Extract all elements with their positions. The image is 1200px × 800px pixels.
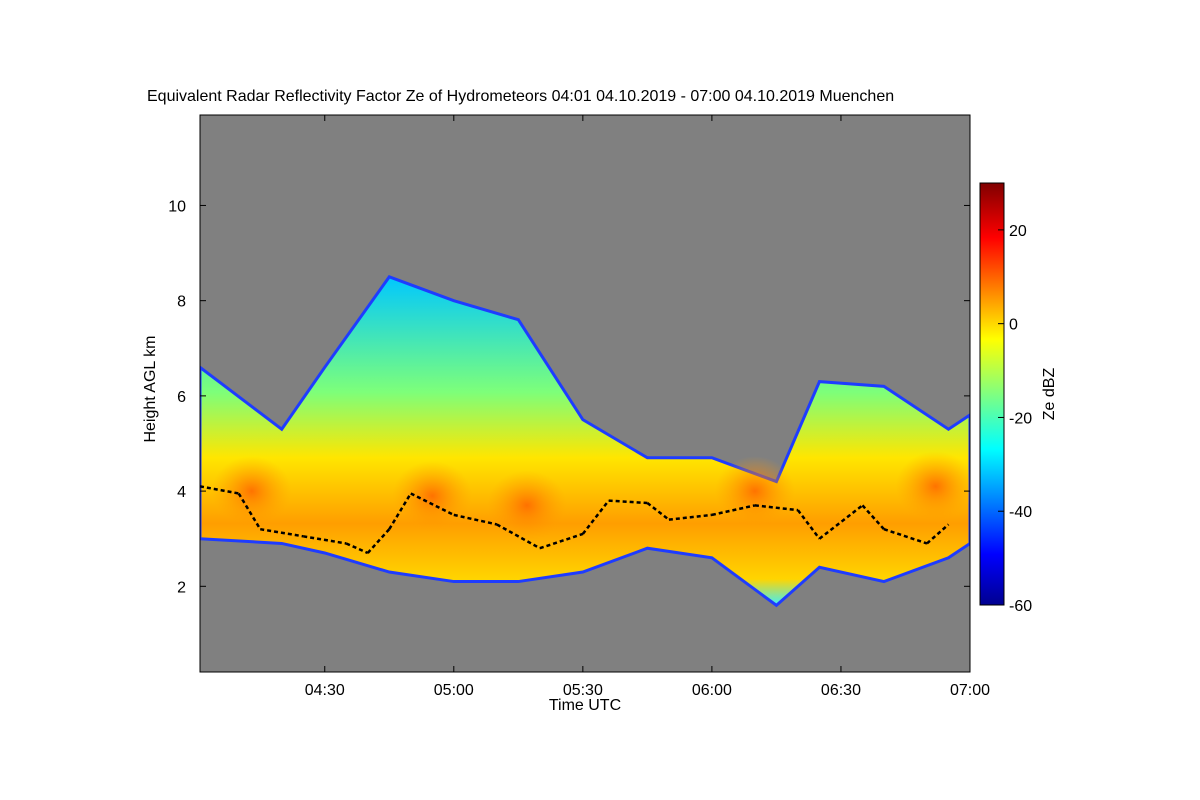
colorbar xyxy=(979,182,1005,606)
colorbar-axis: -60 -40 -20 0 20 xyxy=(998,223,1032,615)
melting-layer-segment xyxy=(861,504,885,531)
melting-layer-segment xyxy=(796,509,821,540)
y-tick-label: 10 xyxy=(168,198,186,215)
echo-core xyxy=(895,451,970,522)
colorbar-tick-label: 20 xyxy=(1009,223,1027,240)
colorbar-tick-label: 0 xyxy=(1009,317,1018,334)
echo-region xyxy=(200,275,970,608)
x-tick-label: 06:00 xyxy=(692,682,732,699)
melting-layer-segment xyxy=(711,504,756,517)
plot-frame xyxy=(199,114,971,673)
x-axis-label: Time UTC xyxy=(548,697,622,714)
colorbar-tick-label: -20 xyxy=(1009,410,1032,427)
x-axis: 04:30 05:00 05:30 06:00 06:30 07:00 xyxy=(305,115,990,699)
colorbar-tick-label: -60 xyxy=(1009,598,1032,615)
melting-layer-segment xyxy=(754,504,799,512)
echo-core xyxy=(392,460,473,531)
melting-layer-segment xyxy=(883,527,928,545)
melting-layer-segment xyxy=(366,528,391,554)
echo-core xyxy=(211,456,292,527)
x-tick-label: 05:00 xyxy=(434,682,474,699)
y-tick-label: 4 xyxy=(177,484,186,501)
echo-core xyxy=(486,470,567,541)
melting-layer-segment xyxy=(818,504,864,540)
y-tick-label: 8 xyxy=(177,294,186,311)
melting-layer-segment xyxy=(496,523,541,550)
melting-layer-segment xyxy=(453,513,498,526)
melting-layer xyxy=(200,485,950,555)
echo-core xyxy=(714,456,795,527)
x-tick-label: 06:30 xyxy=(821,682,861,699)
x-tick-label: 05:30 xyxy=(563,682,603,699)
melting-layer-segment xyxy=(581,499,610,535)
y-axis: 2 4 6 8 10 xyxy=(168,198,970,596)
melting-layer-segment xyxy=(668,513,713,521)
colorbar-label: Ze dBZ xyxy=(1041,367,1058,421)
melting-layer-segment xyxy=(646,502,670,521)
melting-layer-segment xyxy=(303,535,347,545)
x-tick-label: 07:00 xyxy=(950,682,990,699)
y-tick-label: 2 xyxy=(177,579,186,596)
melting-layer-segment xyxy=(345,542,369,555)
melting-layer-segment xyxy=(260,527,304,538)
melting-layer-segment xyxy=(926,523,950,545)
melting-layer-segment xyxy=(410,492,455,517)
melting-layer-segment xyxy=(539,532,584,550)
y-tick-label: 6 xyxy=(177,389,186,406)
colorbar-tick-label: -40 xyxy=(1009,504,1032,521)
echo-layer xyxy=(200,275,970,608)
y-axis-label: Height AGL km xyxy=(142,335,159,443)
x-tick-label: 04:30 xyxy=(305,682,345,699)
